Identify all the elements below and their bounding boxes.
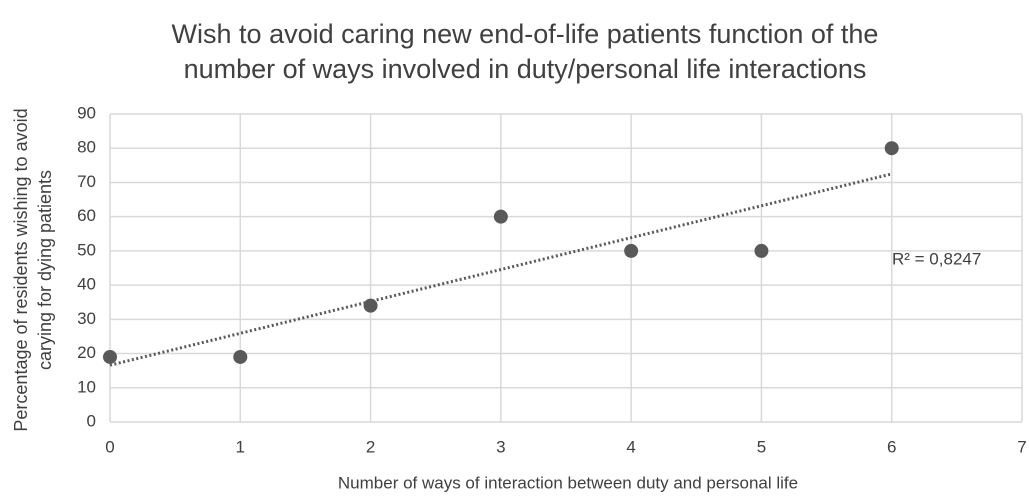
y-tick-label: 30: [77, 309, 96, 328]
y-tick-label: 20: [77, 343, 96, 362]
data-point: [754, 243, 769, 258]
y-tick-label: 60: [77, 206, 96, 225]
y-axis-label: Percentage of residents wishing to avoid: [11, 108, 31, 431]
data-point: [884, 141, 899, 156]
x-tick-label: 6: [887, 437, 896, 456]
y-tick-label: 10: [77, 377, 96, 396]
data-point: [493, 209, 508, 224]
x-tick-label: 7: [1017, 437, 1026, 456]
x-tick-label: 0: [105, 437, 114, 456]
trendline: [109, 172, 893, 367]
y-tick-label: 40: [77, 275, 96, 294]
y-tick-label: 90: [77, 103, 96, 122]
data-point: [233, 349, 248, 364]
x-tick-label: 3: [496, 437, 505, 456]
x-tick-label: 2: [366, 437, 375, 456]
x-tick-label: 4: [626, 437, 635, 456]
data-point: [103, 349, 117, 364]
chart-title: number of ways involved in duty/personal…: [184, 54, 867, 84]
x-tick-label: 1: [236, 437, 245, 456]
y-tick-label: 70: [77, 172, 96, 191]
data-point: [363, 298, 378, 313]
x-tick-label: 5: [757, 437, 766, 456]
data-point: [624, 243, 639, 258]
y-tick-label: 0: [87, 411, 96, 430]
y-axis-label: carying for dying patients: [35, 170, 55, 370]
x-axis-label: Number of ways of interaction between du…: [338, 473, 798, 492]
chart-title: Wish to avoid caring new end-of-life pat…: [172, 19, 879, 49]
annotation: R² = 0,8247: [892, 249, 981, 268]
y-tick-label: 50: [77, 240, 96, 259]
y-tick-label: 80: [77, 138, 96, 157]
